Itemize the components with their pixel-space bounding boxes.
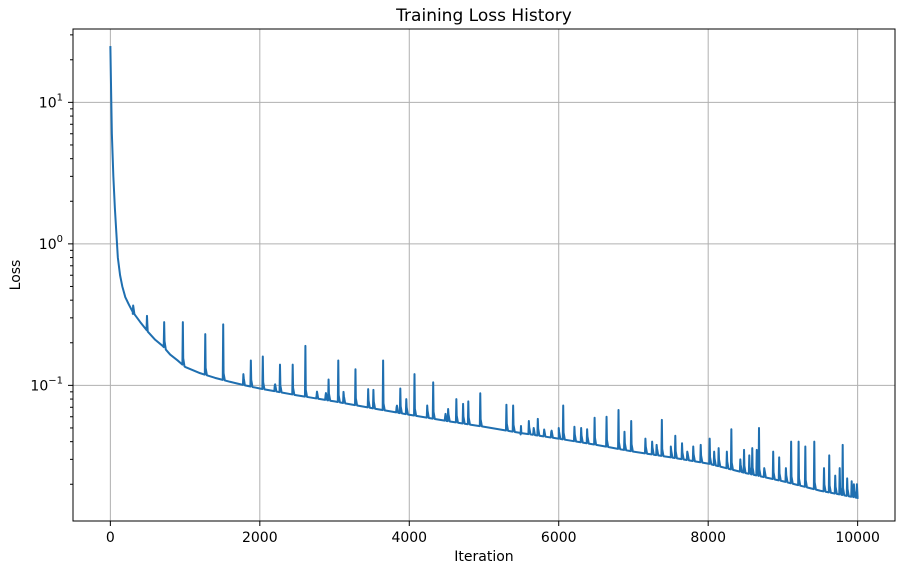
axis-ticks: 0 2000 4000 6000 8000 10000 10−1 100 101 (30, 34, 880, 546)
x-tick-label: 2000 (242, 530, 278, 546)
loss-series-line (109, 46, 859, 499)
plot-frame (72, 28, 896, 522)
x-tick-label: 4000 (391, 530, 427, 546)
x-tick-label: 10000 (835, 530, 880, 546)
y-axis-label: Loss (8, 260, 24, 291)
y-tick-label: 100 (39, 234, 63, 253)
x-axis-label: Iteration (454, 549, 513, 565)
grid-lines (73, 29, 895, 521)
x-tick-label: 0 (106, 530, 115, 546)
y-tick-label: 10−1 (30, 375, 63, 394)
chart-title: Training Loss History (395, 6, 572, 26)
x-tick-label: 6000 (541, 530, 577, 546)
y-tick-label: 101 (39, 92, 63, 111)
x-tick-label: 8000 (690, 530, 726, 546)
